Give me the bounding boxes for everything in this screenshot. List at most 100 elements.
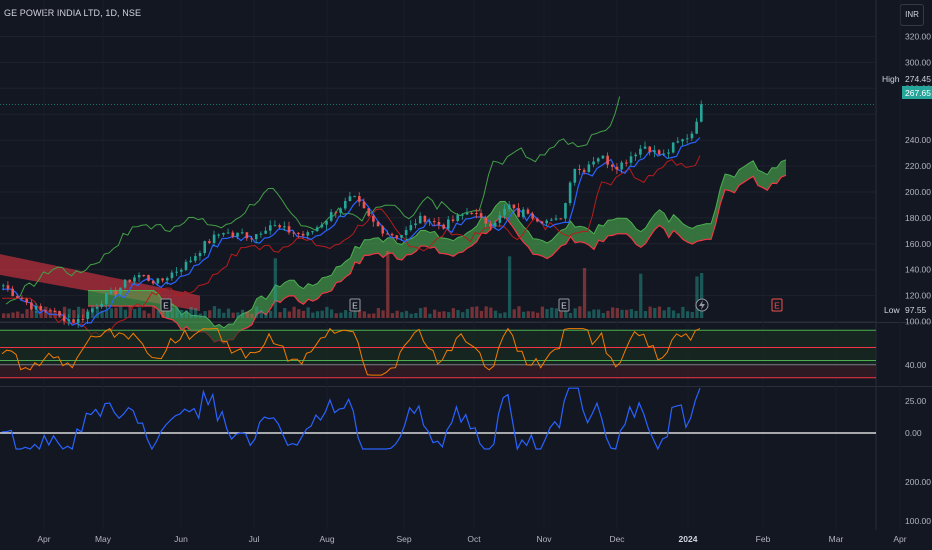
vol-tick-label: 100.00 [905, 516, 931, 526]
candle-body [395, 235, 399, 238]
volume-bar [512, 309, 516, 318]
last-price-tag: 267.65 [905, 88, 931, 98]
low-value-bg [902, 303, 932, 316]
volume-bar [278, 312, 282, 318]
volume-bar [194, 308, 198, 318]
volume-bar [484, 306, 488, 318]
price-tick-label: 160.00 [905, 239, 931, 249]
volume-bar [625, 309, 629, 318]
pane-separator-2 [0, 386, 932, 387]
candle-body [400, 234, 403, 238]
time-tick-label: Oct [467, 534, 481, 544]
candle-body [526, 209, 530, 214]
volume-bar [592, 309, 596, 318]
earnings-marker [558, 298, 570, 312]
price-tick-label: 240.00 [905, 135, 931, 145]
volume-bar [320, 310, 324, 318]
candle-body [245, 232, 249, 239]
volume-bar [156, 309, 160, 318]
volume-bar [418, 308, 423, 318]
candle-body [95, 306, 99, 309]
lightning-icon [699, 300, 705, 310]
volume-bar [451, 308, 455, 318]
candle-body [643, 146, 647, 149]
candle-body [685, 138, 689, 140]
candle-body [592, 161, 595, 165]
candle-body [81, 318, 85, 320]
candle-body [62, 315, 66, 322]
candle-body [568, 182, 572, 204]
volume-bar [690, 312, 694, 318]
volume-bar [11, 312, 15, 318]
candle-body [161, 278, 164, 281]
volume-bar [133, 308, 137, 318]
time-tick-label: Aug [319, 534, 334, 544]
volume-bar [95, 306, 99, 318]
volume-bar [175, 307, 179, 318]
volume-bar [437, 311, 441, 318]
price-tick-label: 300.00 [905, 57, 931, 67]
candle-body [676, 141, 680, 143]
candle-body [109, 290, 113, 294]
candle-body [432, 221, 436, 223]
candle-body [470, 212, 474, 214]
candle-body [615, 166, 619, 170]
candle-body [475, 213, 478, 215]
candle-body [343, 201, 347, 209]
candle-body [339, 208, 342, 213]
candle-body [667, 152, 670, 154]
candle-body [105, 293, 108, 304]
candle-body [545, 220, 549, 224]
volume-bar [259, 309, 263, 318]
time-tick-label: Nov [536, 534, 552, 544]
volume-bar [339, 312, 343, 318]
volume-bar [123, 309, 128, 318]
volume-bar [119, 306, 123, 318]
candle-body [493, 222, 497, 227]
candle-body [25, 298, 29, 303]
candle-body [133, 277, 136, 282]
volume-bar [301, 310, 306, 318]
volume-bar [465, 308, 470, 318]
candle-body [325, 220, 328, 225]
volume-bar [34, 310, 39, 318]
time-tick-label: Apr [893, 534, 906, 544]
volume-bar [367, 313, 371, 318]
volume-bar [198, 313, 203, 318]
osc-tick-label: 25.00 [905, 396, 927, 406]
candle-body [236, 232, 239, 237]
candle-body [67, 319, 71, 322]
volume-bar [559, 311, 563, 318]
volume-bar [540, 306, 545, 318]
volume-bar [653, 307, 657, 318]
candle-body [484, 217, 488, 224]
volume-bar [240, 309, 245, 318]
axes: 320.00300.00280.00240.00220.00200.00180.… [37, 31, 931, 544]
volume-bar [67, 308, 71, 318]
candle-body [517, 208, 520, 217]
candle-body [690, 133, 694, 139]
pane-separator-1 [0, 322, 932, 323]
volume-bar [250, 313, 254, 318]
earnings-marker-label: E [561, 301, 567, 311]
candle-body [662, 153, 666, 155]
rsi-80-bg [902, 324, 932, 336]
high-label: High [882, 74, 900, 84]
candle-body [250, 238, 253, 240]
candle-body [681, 139, 684, 142]
volume-bar [554, 308, 559, 318]
time-tick-label: May [95, 534, 112, 544]
candle-body [180, 269, 183, 272]
cloud-bullish [88, 159, 786, 344]
volume-bar [671, 310, 676, 318]
candle-body [442, 224, 445, 229]
candle-body [465, 212, 469, 215]
volume-bar [245, 311, 249, 318]
volume-bar [151, 306, 156, 318]
candle-body [418, 215, 422, 224]
candle-body [507, 204, 511, 209]
lagging-span-line [5, 96, 621, 305]
volume-bar [685, 311, 690, 318]
